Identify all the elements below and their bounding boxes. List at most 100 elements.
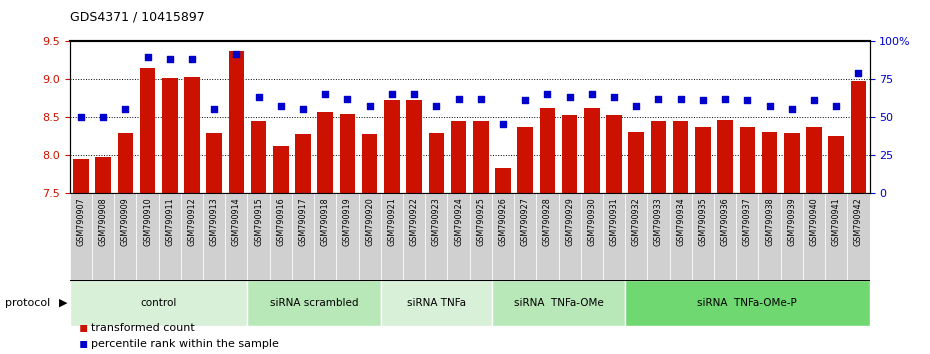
Point — [296, 106, 311, 112]
Bar — [539, 108, 555, 193]
Bar — [295, 133, 311, 193]
Bar — [803, 193, 825, 280]
Point — [251, 94, 266, 100]
Text: GSM790916: GSM790916 — [276, 197, 286, 246]
Text: GSM790936: GSM790936 — [721, 197, 730, 246]
Text: GSM790917: GSM790917 — [299, 197, 308, 246]
Bar — [273, 146, 288, 193]
Bar — [70, 193, 92, 280]
Bar — [470, 193, 492, 280]
Text: GSM790928: GSM790928 — [543, 197, 551, 246]
Text: control: control — [140, 298, 177, 308]
Point — [806, 97, 821, 103]
Text: siRNA TNFa: siRNA TNFa — [406, 298, 466, 308]
Text: GSM790908: GSM790908 — [99, 197, 108, 246]
Bar — [717, 120, 733, 193]
Point — [496, 121, 511, 127]
Bar — [514, 193, 537, 280]
Bar — [70, 280, 247, 326]
Bar — [673, 121, 688, 193]
Bar — [625, 280, 870, 326]
Bar — [406, 100, 422, 193]
Bar — [339, 114, 355, 193]
Text: GSM790941: GSM790941 — [831, 197, 841, 246]
Bar — [251, 121, 266, 193]
Point — [629, 103, 644, 109]
Text: GSM790940: GSM790940 — [809, 197, 818, 246]
Text: ▪: ▪ — [79, 320, 88, 335]
Point — [851, 70, 866, 75]
Bar — [425, 193, 447, 280]
Bar — [206, 133, 222, 193]
Point — [584, 91, 599, 97]
Bar — [362, 133, 378, 193]
Text: GSM790932: GSM790932 — [631, 197, 641, 246]
Bar — [739, 127, 755, 193]
Text: GSM790937: GSM790937 — [743, 197, 751, 246]
Bar — [759, 193, 780, 280]
Bar — [492, 280, 625, 326]
Bar — [314, 193, 337, 280]
Bar — [647, 193, 670, 280]
Point — [540, 91, 555, 97]
Bar — [651, 121, 666, 193]
Text: GSM790918: GSM790918 — [321, 197, 330, 246]
Text: protocol: protocol — [5, 298, 50, 308]
Bar — [247, 193, 270, 280]
Bar — [559, 193, 580, 280]
Point — [562, 94, 577, 100]
Bar — [492, 193, 514, 280]
Point — [784, 106, 799, 112]
Point — [362, 103, 377, 109]
Bar — [73, 159, 88, 193]
Bar — [580, 193, 603, 280]
Text: GSM790909: GSM790909 — [121, 197, 130, 246]
Bar — [537, 193, 559, 280]
Bar — [629, 132, 644, 193]
Point — [406, 91, 421, 97]
Text: GSM790913: GSM790913 — [209, 197, 219, 246]
Bar — [451, 121, 466, 193]
Bar — [159, 193, 180, 280]
Bar — [359, 193, 380, 280]
Bar — [92, 193, 114, 280]
Bar — [162, 78, 178, 193]
Text: GSM790927: GSM790927 — [521, 197, 530, 246]
Bar — [625, 193, 647, 280]
Bar — [203, 193, 225, 280]
Point — [140, 55, 155, 60]
Point — [273, 103, 288, 109]
Point — [651, 96, 666, 101]
Point — [518, 97, 533, 103]
Text: GSM790942: GSM790942 — [854, 197, 863, 246]
Point — [206, 106, 221, 112]
Text: GSM790920: GSM790920 — [365, 197, 374, 246]
Bar — [495, 168, 511, 193]
Text: GSM790911: GSM790911 — [166, 197, 174, 246]
Bar — [825, 193, 847, 280]
Point — [673, 96, 688, 101]
Bar — [829, 136, 844, 193]
Text: GSM790923: GSM790923 — [432, 197, 441, 246]
Point — [73, 114, 88, 120]
Point — [429, 103, 444, 109]
Bar — [380, 280, 492, 326]
Bar — [137, 193, 159, 280]
Point — [229, 52, 244, 57]
Point — [184, 56, 199, 62]
Bar — [337, 193, 359, 280]
Bar — [317, 112, 333, 193]
Bar — [225, 193, 247, 280]
Text: GSM790919: GSM790919 — [343, 197, 352, 246]
Text: GSM790914: GSM790914 — [232, 197, 241, 246]
Bar — [606, 115, 622, 193]
Bar — [292, 193, 314, 280]
Bar — [140, 68, 155, 193]
Bar — [737, 193, 759, 280]
Text: ▪: ▪ — [79, 336, 88, 350]
Point — [451, 96, 466, 101]
Text: GSM790912: GSM790912 — [188, 197, 196, 246]
Text: GSM790907: GSM790907 — [76, 197, 86, 246]
Text: GSM790930: GSM790930 — [588, 197, 596, 246]
Bar — [114, 193, 137, 280]
